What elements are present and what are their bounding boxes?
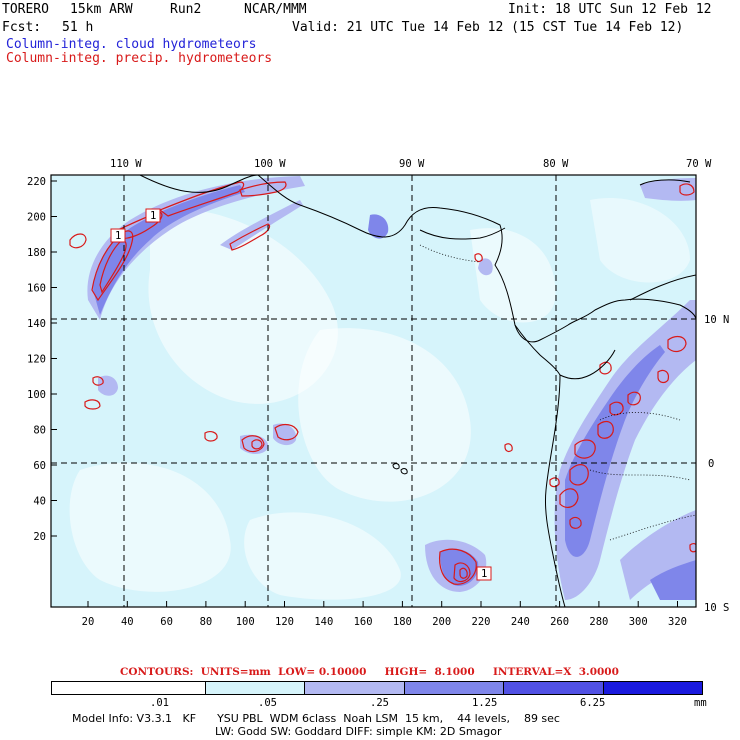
x-grid-label: 220 bbox=[472, 616, 491, 628]
graticule bbox=[51, 175, 696, 607]
valid-time: Valid: 21 UTC Tue 14 Feb 12 (15 CST Tue … bbox=[292, 20, 684, 35]
contour-label: 1 bbox=[115, 230, 121, 242]
fcst-hours: 51 h bbox=[62, 20, 94, 35]
y-grid-label: 60 bbox=[33, 460, 46, 472]
y-grid-label: 200 bbox=[27, 212, 46, 224]
lon-label-110w: 110 W bbox=[110, 158, 142, 170]
y-grid-label: 220 bbox=[27, 176, 46, 188]
x-grid-label: 280 bbox=[589, 616, 608, 628]
x-grid-label: 200 bbox=[432, 616, 451, 628]
coastlines bbox=[139, 175, 696, 607]
field-cloud-label: Column-integ. cloud hydrometeors bbox=[6, 37, 257, 52]
colorbar-label: .01 bbox=[150, 697, 169, 709]
x-grid-labels: 20 40 60 80 100 120 140 160 180 200 220 240 260 280 30… bbox=[82, 616, 687, 628]
y-grid-label: 140 bbox=[27, 318, 46, 330]
fcst-label: Fcst: bbox=[2, 20, 42, 35]
colorbar-label: 6.25 bbox=[580, 697, 606, 709]
y-grid-label: 180 bbox=[27, 247, 46, 259]
colorbar-label: .25 bbox=[370, 697, 389, 709]
x-grid-label: 320 bbox=[668, 616, 687, 628]
y-grid-label: 40 bbox=[33, 496, 46, 508]
y-grid-labels: 220 200 180 160 140 120 100 80 60 40 20 bbox=[27, 176, 46, 543]
org-label: NCAR/MMM bbox=[244, 2, 307, 17]
precip-contours bbox=[69, 181, 696, 585]
lon-label-80w: 80 W bbox=[543, 158, 569, 170]
axis-ticks bbox=[51, 180, 678, 607]
contour-label: 1 bbox=[150, 210, 156, 222]
lon-label-90w: 90 W bbox=[399, 158, 425, 170]
colorbar-segment bbox=[52, 682, 206, 694]
model-info-line2: LW: Godd SW: Goddard DIFF: simple KM: 2D… bbox=[215, 725, 502, 738]
colorbar-segment bbox=[305, 682, 405, 694]
colorbar-segment bbox=[404, 682, 505, 694]
x-grid-label: 140 bbox=[314, 616, 333, 628]
colorbar-segment bbox=[205, 682, 306, 694]
x-grid-label: 40 bbox=[121, 616, 134, 628]
colorbar-segment bbox=[603, 682, 702, 694]
x-grid-label: 160 bbox=[354, 616, 373, 628]
run-label: Run2 bbox=[170, 2, 202, 17]
y-grid-label: 160 bbox=[27, 283, 46, 295]
x-grid-label: 300 bbox=[629, 616, 648, 628]
model-name: TORERO bbox=[2, 2, 49, 17]
resolution: 15km ARW bbox=[70, 2, 133, 17]
contour-info: CONTOURS: UNITS=mm LOW= 0.10000 HIGH= 8.… bbox=[120, 666, 619, 678]
colorbar-label: 1.25 bbox=[472, 697, 498, 709]
lat-label-10n: 10 N bbox=[704, 314, 729, 326]
init-time: Init: 18 UTC Sun 12 Feb 12 bbox=[508, 2, 712, 17]
colorbar-label: .05 bbox=[258, 697, 277, 709]
colorbar-segment bbox=[504, 682, 604, 694]
lon-label-100w: 100 W bbox=[254, 158, 286, 170]
x-grid-label: 20 bbox=[82, 616, 95, 628]
field-precip-label: Column-integ. precip. hydrometeors bbox=[6, 51, 273, 66]
y-grid-label: 100 bbox=[27, 389, 46, 401]
model-info-line1: Model Info: V3.3.1 KF YSU PBL WDM 6class… bbox=[72, 712, 560, 725]
x-grid-label: 80 bbox=[200, 616, 213, 628]
colorbar bbox=[51, 681, 703, 695]
x-grid-label: 180 bbox=[393, 616, 412, 628]
y-grid-label: 120 bbox=[27, 354, 46, 366]
x-grid-label: 120 bbox=[275, 616, 294, 628]
y-grid-label: 80 bbox=[33, 425, 46, 437]
lat-label-10s: 10 S bbox=[704, 602, 729, 614]
x-grid-label: 60 bbox=[160, 616, 173, 628]
contour-label: 1 bbox=[481, 568, 487, 580]
hydrometeor-field bbox=[69, 176, 696, 600]
x-grid-label: 260 bbox=[550, 616, 569, 628]
lat-label-0: 0 bbox=[708, 458, 714, 470]
lon-label-70w: 70 W bbox=[686, 158, 712, 170]
country-borders bbox=[419, 244, 696, 541]
map-frame bbox=[50, 174, 697, 608]
contour-label-group: 1 1 1 bbox=[110, 208, 492, 581]
y-grid-label: 20 bbox=[33, 531, 46, 543]
x-grid-label: 100 bbox=[236, 616, 255, 628]
colorbar-unit: mm bbox=[694, 697, 707, 709]
x-grid-label: 240 bbox=[511, 616, 530, 628]
